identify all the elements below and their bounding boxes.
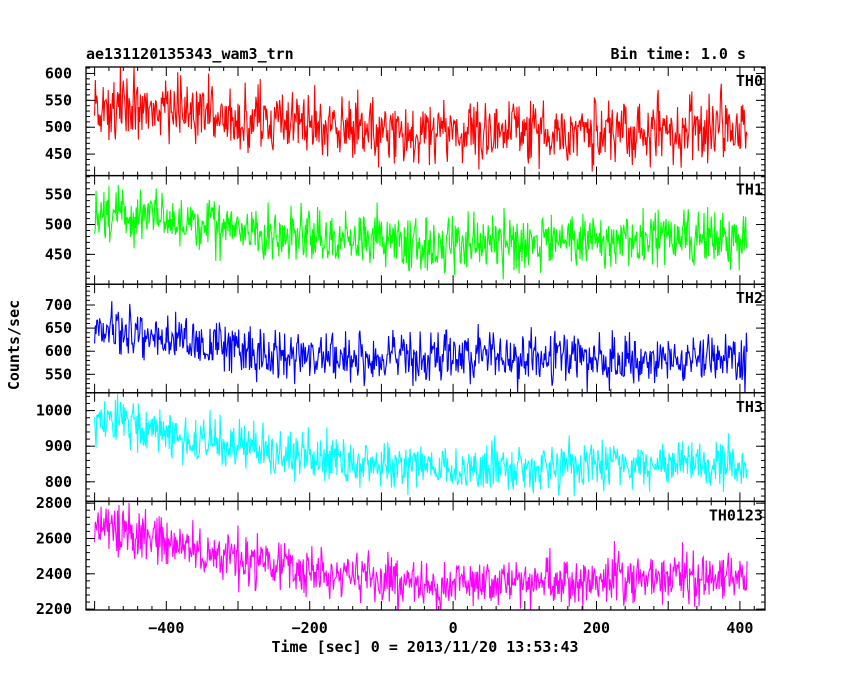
y-tick-label: 2200 [36,600,72,618]
panel-label-th3: TH3 [736,398,763,416]
x-tick-label: −400 [148,619,184,637]
y-tick-label: 450 [45,145,72,163]
panel-th0123: 2200 2400 2600 2800 TH0123 [36,494,766,618]
x-axis-label: Time [sec] 0 = 2013/11/20 13:53:43 [271,638,579,656]
y-tick-label: 800 [45,473,72,491]
x-tick-label: 400 [726,619,753,637]
y-tick-label: 550 [45,186,72,204]
panel-label-th0123: TH0123 [709,506,763,524]
y-tick-label: 1000 [36,402,72,420]
plot-title: ae131120135343_wam3_trn [86,45,294,63]
y-tick-label: 650 [45,319,72,337]
series-line-th3 [94,394,748,497]
y-tick-label: 600 [45,342,72,360]
panel-label-th2: TH2 [736,289,763,307]
y-tick-label: 900 [45,437,72,455]
y-tick-label: 2800 [36,494,72,512]
x-tick-label: −200 [292,619,328,637]
panel-th2: 550 600 650 700 TH2 [45,283,766,394]
panel-frame [85,500,766,611]
y-tick-label: 2600 [36,529,72,547]
y-tick-label: 700 [45,296,72,314]
y-tick-label: 500 [45,216,72,234]
y-tick-label: 550 [45,91,72,109]
panel-th0: 450 500 550 600 TH0 [45,64,766,177]
panel-th3: 800 900 1000 TH3 [36,392,766,503]
y-tick-label: 500 [45,118,72,136]
y-axis-label: Counts/sec [5,299,23,391]
series-line-th0 [94,67,748,172]
panel-label-th0: TH0 [736,72,763,90]
y-tick-label: 600 [45,64,72,82]
series-line-th2 [94,301,748,393]
y-tick-label: 2400 [36,565,72,583]
panel-th1: 450 500 550 TH1 [45,174,766,285]
x-tick-label: 0 [449,619,458,637]
y-tick-label: 550 [45,365,72,383]
bin-time-label: Bin time: 1.0 s [610,45,746,63]
series-line-th1 [94,184,748,280]
y-tick-label: 450 [45,245,72,263]
series-line-th0123 [94,502,748,610]
x-tick-label: 200 [583,619,610,637]
panel-label-th1: TH1 [736,181,763,199]
